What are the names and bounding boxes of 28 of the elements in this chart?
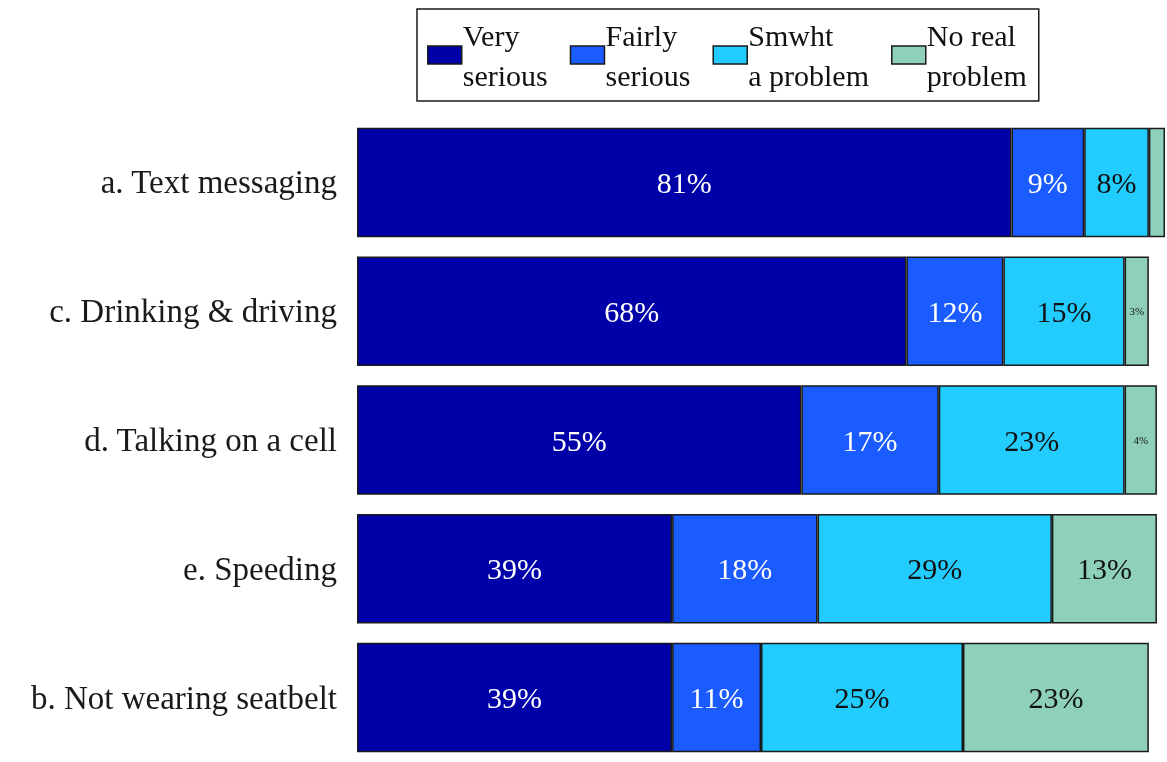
data-label: 17% [842,423,898,457]
y-tick-label: a. Text messaging [100,164,337,201]
legend-label: No real problem [926,18,1027,92]
legend-label: Smwht a problem [748,18,870,92]
data-label: 18% [717,552,773,586]
data-label: 15% [1036,294,1092,328]
data-label: 29% [907,552,963,586]
data-label: 3% [1129,305,1145,318]
data-label: 12% [927,294,983,328]
data-label: 23% [1028,681,1084,715]
data-label: 39% [487,681,543,715]
data-label: 39% [487,552,543,586]
y-tick-label: c. Drinking & driving [49,293,337,330]
data-label: 55% [551,423,607,457]
data-label: 81% [656,165,712,199]
y-tick-label: e. Speeding [183,550,337,587]
data-label: 68% [604,294,660,328]
legend-label: Very serious [462,18,548,92]
data-label: 25% [834,681,890,715]
legend-label: Fairly serious [605,18,691,92]
data-label: 9% [1027,165,1068,199]
data-label: 13% [1076,552,1132,586]
data-label: 4% [1133,434,1149,446]
data-label: 23% [1004,423,1060,457]
y-tick-label: d. Talking on a cell [84,422,337,458]
data-label: 11% [689,681,744,715]
data-label: 8% [1096,165,1137,199]
y-tick-label: b. Not wearing seatbelt [30,679,337,716]
